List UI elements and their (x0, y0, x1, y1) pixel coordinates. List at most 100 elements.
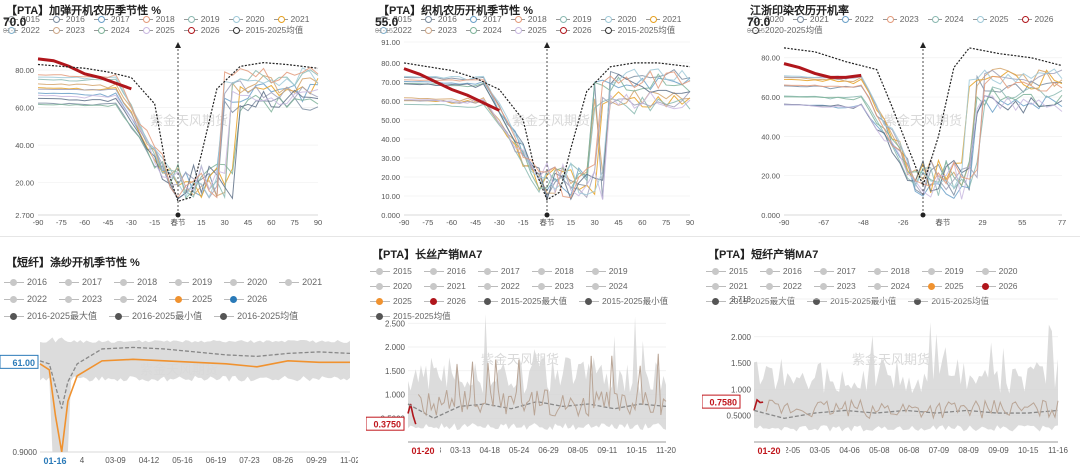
legend-item[interactable]: 2023 (531, 279, 574, 294)
legend-item[interactable]: 2023 (813, 279, 856, 294)
legend-item[interactable]: 2017 (93, 14, 130, 25)
legend-item[interactable]: 2019 (169, 274, 212, 291)
legend-item[interactable]: 2025 (370, 294, 412, 309)
legend-item[interactable]: 2021 (279, 274, 322, 291)
legend-item[interactable]: 2019 (183, 14, 220, 25)
chart-legend[interactable]: 2015 2016 2017 2018 2019 2020 2021 2022 2023 2024… (4, 14, 358, 36)
legend-item[interactable]: 2021 (706, 279, 748, 294)
legend-item[interactable]: 2024 (114, 291, 157, 308)
legend-item[interactable]: 2021 (273, 14, 309, 25)
legend-item[interactable]: 2021 (423, 279, 466, 294)
legend-item[interactable]: 2025 (169, 291, 212, 308)
chart-plot[interactable]: 2.718 2.000 1.500 1.000 0.5000 02-05 03-05 04-… (702, 244, 1080, 471)
legend-item[interactable]: 2026 (555, 25, 592, 36)
legend-label: 2026 (998, 281, 1018, 291)
legend-item[interactable]: 2016 (48, 14, 85, 25)
legend-item[interactable]: 2016 (759, 264, 802, 279)
legend-item[interactable]: 2020 (975, 264, 1018, 279)
legend-item[interactable]: 2022 (376, 25, 412, 36)
legend-item[interactable]: 2020-2025均值 (748, 25, 823, 36)
current-value-label: 0.7580 (709, 398, 737, 408)
legend-item[interactable]: 2026 (975, 279, 1018, 294)
legend-item[interactable]: 2015-2025最大值 (477, 294, 567, 309)
legend-item[interactable]: 2016 (420, 14, 457, 25)
legend-item[interactable]: 2026 (224, 291, 267, 308)
chart-legend[interactable]: 2015 2016 2017 2018 2019 2020 2021 2022 2023 2024… (706, 264, 1078, 309)
legend-item[interactable]: 2022 (759, 279, 802, 294)
legend-label: 2025 (155, 25, 175, 35)
legend-item[interactable]: 2017 (477, 264, 520, 279)
chart-plot[interactable]: 0.9000 4 03-09 04-12 05-16 06-19 07-23 08-26 09… (0, 244, 358, 471)
legend-item[interactable]: 2020 (228, 14, 265, 25)
legend-item[interactable]: 2015-2025均值 (370, 309, 451, 324)
legend-item[interactable]: 2017 (813, 264, 856, 279)
legend-item[interactable]: 2017 (465, 14, 502, 25)
legend-item[interactable]: 2016-2025均值 (214, 308, 298, 325)
legend-item[interactable]: 2021 (645, 14, 681, 25)
legend-label: 2024 (890, 281, 910, 291)
legend-item[interactable]: 2021 (792, 14, 829, 25)
legend-item[interactable]: 2024 (927, 14, 964, 25)
chart-legend[interactable]: 2015 2016 2017 2018 2019 2020 2021 2022 2023 2024… (370, 264, 690, 324)
legend-item[interactable]: 2022 (4, 291, 47, 308)
legend-item[interactable]: 2023 (420, 25, 457, 36)
legend-marker-icon (169, 279, 190, 287)
legend-item[interactable]: 2015 (4, 14, 40, 25)
legend-item[interactable]: 2019 (585, 264, 628, 279)
legend-item[interactable]: 2015 (376, 14, 412, 25)
legend-item[interactable]: 2018 (138, 14, 175, 25)
legend-item[interactable]: 2019 (921, 264, 964, 279)
legend-item[interactable]: 2023 (882, 14, 919, 25)
legend-item[interactable]: 2015-2025均值 (908, 294, 989, 309)
legend-item[interactable]: 2025 (972, 14, 1009, 25)
legend-item[interactable]: 2015 (370, 264, 412, 279)
legend-item[interactable]: 2025 (138, 25, 175, 36)
legend-item[interactable]: 2019 (555, 14, 592, 25)
legend-item[interactable]: 2020 (370, 279, 412, 294)
legend-item[interactable]: 2015-2025最大值 (706, 294, 795, 309)
legend-item[interactable]: 2024 (465, 25, 502, 36)
legend-item[interactable]: 2023 (48, 25, 85, 36)
legend-item[interactable]: 2025 (510, 25, 547, 36)
legend-label: 2019 (192, 277, 213, 287)
legend-item[interactable]: 2015-2025最小值 (807, 294, 896, 309)
legend-item[interactable]: 2018 (867, 264, 910, 279)
legend-item[interactable]: 2022 (4, 25, 40, 36)
legend-item[interactable]: 2024 (93, 25, 130, 36)
legend-item[interactable]: 2024 (585, 279, 628, 294)
legend-item[interactable]: 2020 (748, 14, 784, 25)
legend-marker-icon (4, 279, 24, 287)
y-tick-label: 30.00 (381, 154, 400, 163)
legend-item[interactable]: 2018 (531, 264, 574, 279)
legend-item[interactable]: 2022 (477, 279, 520, 294)
legend-item[interactable]: 2024 (867, 279, 910, 294)
legend-item[interactable]: 2015 (706, 264, 748, 279)
chart-legend[interactable]: 2020 2021 2022 2023 2024 2025 2026 2020-2025均值 (748, 14, 1078, 36)
legend-item[interactable]: 2020 (224, 274, 267, 291)
legend-item[interactable]: 2026 (423, 294, 466, 309)
legend-item[interactable]: 2026 (183, 25, 220, 36)
x-axis-ticks: 4 03-09 04-12 05-16 06-19 07-23 08-26 09-29 11-0… (80, 456, 358, 465)
legend-item[interactable]: 2018 (114, 274, 157, 291)
legend-marker-icon (510, 27, 525, 35)
chart-plot[interactable]: 91.00 80.00 70.00 60.00 50.00 40.00 30.00 20.00… (372, 0, 702, 230)
legend-item[interactable]: 2016-2025最小值 (109, 308, 202, 325)
legend-item[interactable]: 2022 (837, 14, 874, 25)
chart-legend[interactable]: 2015 2016 2017 2018 2019 2020 2021 2022 2023 2024… (376, 14, 700, 36)
legend-item[interactable]: 2023 (59, 291, 102, 308)
legend-item[interactable]: 2016-2025最大值 (4, 308, 97, 325)
legend-item[interactable]: 2015-2025最小值 (579, 294, 668, 309)
chart-plot[interactable]: 80.00 60.00 40.00 20.00 0.000 -90 -67 -48 -26 春节… (744, 0, 1080, 230)
legend-item[interactable]: 2018 (510, 14, 547, 25)
legend-item[interactable]: 2016 (4, 274, 47, 291)
legend-item[interactable]: 2015-2025均值 (228, 25, 303, 36)
legend-item[interactable]: 2015-2025均值 (600, 25, 675, 36)
legend-item[interactable]: 2025 (921, 279, 964, 294)
chart-legend[interactable]: 2016 2017 2018 2019 2020 2021 2022 2023 2024 2025… (4, 274, 356, 325)
chart-plot[interactable]: 80.00 60.00 40.00 20.00 2.700 -90 -75 -60 -45 -3… (0, 0, 360, 230)
legend-item[interactable]: 2026 (1017, 14, 1053, 25)
legend-item[interactable]: 2016 (423, 264, 466, 279)
legend-item[interactable]: 2017 (59, 274, 102, 291)
legend-item[interactable]: 2020 (600, 14, 637, 25)
